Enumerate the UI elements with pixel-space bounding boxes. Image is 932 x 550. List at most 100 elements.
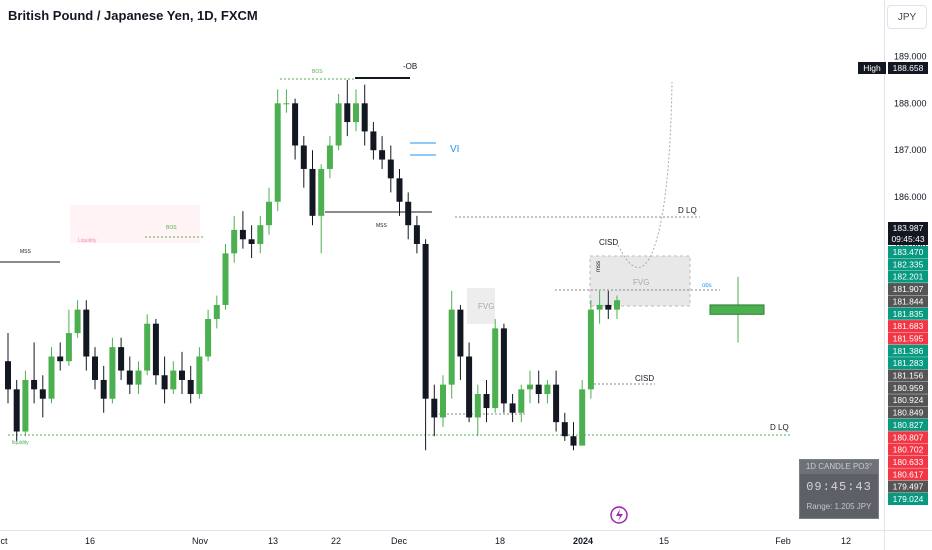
candle-body-down — [535, 384, 542, 395]
price-tag-bg — [888, 295, 928, 308]
annotation-bos: BOS — [312, 69, 323, 75]
price-tag-label: 182.201 — [893, 272, 924, 282]
price-tag-bg — [888, 283, 928, 296]
candle-body-down — [396, 178, 403, 202]
candle-body-down — [405, 201, 412, 226]
candle-body-up — [614, 300, 620, 310]
widget-timer: 09:45:43 — [806, 480, 872, 494]
currency-selector[interactable]: JPY — [887, 5, 927, 29]
candle-body-up — [587, 309, 594, 390]
fvg-zone — [467, 288, 495, 324]
candle-body-up — [22, 379, 29, 432]
annotation-fvg: FVG — [633, 278, 649, 287]
candle-body-down — [605, 304, 612, 310]
price-tag-bg — [858, 62, 886, 74]
annotation-bos: BOS — [166, 225, 177, 231]
candle-body-up — [544, 384, 551, 395]
candle-body-down — [100, 379, 107, 399]
candle-body-down — [413, 225, 420, 244]
annotation-vi: VI — [450, 144, 459, 155]
candle-body-down — [57, 356, 64, 362]
candle-body-up — [74, 309, 81, 334]
candle-body-down — [92, 356, 98, 380]
candle-body-down — [561, 422, 568, 437]
price-tag-label: 181.907 — [893, 284, 924, 294]
price-tag-label: 183.987 — [893, 223, 924, 233]
lightning-icon — [616, 509, 623, 521]
price-tag-label: 180.924 — [893, 395, 924, 405]
price-tag-label: 181.683 — [893, 321, 924, 331]
candle-body-down — [509, 403, 516, 413]
y-tick-label: 186.000 — [894, 192, 927, 202]
candle-body-down — [570, 436, 577, 446]
price-tag-bg — [888, 443, 928, 456]
candle-body-down — [300, 145, 307, 169]
x-tick-label: 18 — [495, 536, 505, 546]
candle-body-down — [466, 356, 473, 418]
candle-body-down — [126, 370, 133, 385]
price-tag-label: 180.617 — [893, 469, 924, 479]
candle-body-up — [48, 356, 55, 399]
candle-body-up — [231, 229, 238, 254]
x-tick-label: Nov — [192, 536, 209, 546]
candle-body-up — [65, 333, 72, 362]
fvg-zone — [589, 255, 691, 307]
candle-body-down — [31, 379, 38, 390]
y-tick-label: 188.000 — [894, 98, 927, 108]
candle-body-down — [370, 131, 377, 151]
candle-body-up — [318, 168, 325, 216]
price-tag-bg — [888, 62, 928, 74]
price-tag-label: 181.844 — [893, 296, 924, 306]
right-price-tags: High188.658GBPJPY183.98709:45:43183.4701… — [858, 62, 928, 505]
y-tick-label: 187.000 — [894, 145, 927, 155]
tradingview-logo-icon[interactable] — [610, 506, 628, 524]
price-tag-label: 181.386 — [893, 346, 924, 356]
candle-body-down — [344, 103, 351, 123]
candle-body-down — [161, 375, 168, 390]
x-tick-label: 12 — [841, 536, 851, 546]
candle-body-down — [248, 239, 255, 244]
price-tag-bg — [888, 332, 928, 345]
price-tag-bg — [888, 381, 928, 394]
candle-body-up — [196, 356, 203, 395]
annotation-obs: obs — [702, 283, 712, 289]
annotation-dlq: D LQ — [678, 206, 697, 215]
price-tag-label: 180.959 — [893, 383, 924, 393]
candle-body-up — [205, 318, 212, 357]
price-tag-label: 183.470 — [893, 247, 924, 257]
candle-body-up — [518, 389, 525, 413]
price-tag-bg — [888, 320, 928, 333]
annotation-liquidity: Liquidity — [78, 238, 97, 244]
price-tag-bg — [888, 357, 928, 370]
annotation-ob: -OB — [403, 62, 417, 71]
price-tag-label: High — [863, 63, 881, 73]
price-tag-bg — [888, 270, 928, 283]
candle-body-down — [39, 389, 46, 399]
price-tag-bg — [888, 344, 928, 357]
candle-body-up — [257, 225, 264, 244]
chart-title: British Pound / Japanese Yen, 1D, FXCM — [8, 8, 258, 23]
price-tag-bg — [888, 307, 928, 320]
time-axis-labels: ct 16 Nov 13 22 Dec 18 2024 15 Feb 12 — [0, 536, 851, 546]
price-tag-bg — [888, 480, 928, 493]
price-tag-label: 179.024 — [893, 494, 924, 504]
candle-body-down — [5, 361, 11, 390]
candle-body-down — [553, 384, 560, 423]
x-tick-label: Feb — [775, 536, 791, 546]
candle-body-down — [292, 103, 299, 146]
candle-body-down — [457, 309, 464, 357]
candle-body-down — [187, 379, 194, 395]
candle-body-down — [152, 323, 159, 376]
annotation-fvg: FVG — [478, 302, 494, 311]
y-tick-label: 189.000 — [894, 51, 927, 61]
price-tag-bg — [888, 222, 928, 234]
candle-body-up — [335, 103, 342, 146]
price-tag-label: 09:45:43 — [891, 234, 924, 244]
x-tick-label: ct — [0, 536, 8, 546]
candle-body-down — [118, 347, 125, 371]
candle-body-down — [179, 370, 185, 380]
candle-body-up — [213, 304, 220, 319]
candle-body-up — [474, 394, 481, 418]
annotation-mss: mss — [596, 261, 602, 272]
